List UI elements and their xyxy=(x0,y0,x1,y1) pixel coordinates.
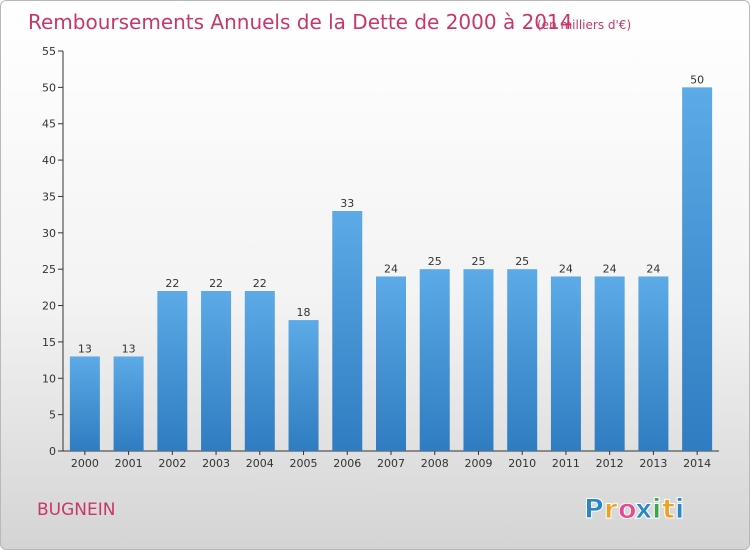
data-label-2006: 33 xyxy=(340,197,354,210)
x-tick-label-2000: 2000 xyxy=(71,457,99,470)
x-tick-label-2009: 2009 xyxy=(464,457,492,470)
bar-2008 xyxy=(419,269,450,451)
data-label-2002: 22 xyxy=(165,277,179,290)
x-tick-label-2004: 2004 xyxy=(246,457,274,470)
bar-2007 xyxy=(376,276,406,451)
y-tick-label: 20 xyxy=(42,300,56,313)
data-label-2014: 50 xyxy=(690,73,704,86)
data-label-2009: 25 xyxy=(471,255,485,268)
y-tick-label: 15 xyxy=(42,336,56,349)
chart-title: Remboursements Annuels de la Dette de 20… xyxy=(28,10,572,34)
data-label-2004: 22 xyxy=(253,277,267,290)
x-tick-label-2008: 2008 xyxy=(421,457,449,470)
bars: 13 13 22 22 22 18 33 24 25 25 25 24 24 24 50 xyxy=(69,73,713,451)
x-tick-label-2003: 2003 xyxy=(202,457,230,470)
x-tick-label-2011: 2011 xyxy=(552,457,580,470)
bar-2002 xyxy=(157,291,188,451)
logo-letter: o xyxy=(618,494,637,525)
x-tick-label-2006: 2006 xyxy=(333,457,361,470)
x-tick-label-2012: 2012 xyxy=(596,457,624,470)
y-tick-label: 5 xyxy=(49,409,56,422)
chart-subtitle: (en milliers d'€) xyxy=(537,18,631,32)
bar-2010 xyxy=(507,269,538,451)
data-label-2000: 13 xyxy=(78,342,92,355)
data-label-2001: 13 xyxy=(122,342,136,355)
y-tick-label: 25 xyxy=(42,263,56,276)
bar-2012 xyxy=(594,276,625,451)
y-tick-label: 0 xyxy=(49,445,56,458)
data-label-2011: 24 xyxy=(559,262,573,275)
bar-2006 xyxy=(332,211,363,451)
place-name: BUGNEIN xyxy=(37,500,115,520)
x-tick-label-2014: 2014 xyxy=(683,457,711,470)
bar-2005 xyxy=(288,320,319,451)
logo-letter: t xyxy=(662,494,675,525)
data-label-2003: 22 xyxy=(209,277,223,290)
data-label-2012: 24 xyxy=(603,262,617,275)
axes: 0 5 10 15 20 25 30 35 40 45 50 55 2000 2001 2002 2003 20… xyxy=(42,45,719,470)
x-tick-label-2005: 2005 xyxy=(290,457,318,470)
y-tick-label: 45 xyxy=(42,118,56,131)
x-tick-label-2013: 2013 xyxy=(639,457,667,470)
bar-2001 xyxy=(113,356,144,451)
y-tick-label: 10 xyxy=(42,372,56,385)
logo-letter: x xyxy=(635,494,652,525)
data-label-2013: 24 xyxy=(646,262,660,275)
x-tick-label-2010: 2010 xyxy=(508,457,536,470)
bar-2003 xyxy=(201,291,232,451)
logo-letter: i xyxy=(675,494,684,525)
y-tick-label: 40 xyxy=(42,154,56,167)
logo-letter: r xyxy=(604,494,618,525)
bar-2014 xyxy=(682,87,713,451)
logo-letter: i xyxy=(652,494,661,525)
bar-2004 xyxy=(244,291,275,451)
y-tick-label: 35 xyxy=(42,190,56,203)
bar-2000 xyxy=(69,356,100,451)
x-tick-label-2002: 2002 xyxy=(158,457,186,470)
data-label-2005: 18 xyxy=(297,306,311,319)
data-label-2007: 24 xyxy=(384,262,398,275)
y-tick-label: 55 xyxy=(42,45,56,58)
y-tick-label: 30 xyxy=(42,227,56,240)
x-tick-label-2007: 2007 xyxy=(377,457,405,470)
bar-2013 xyxy=(638,276,669,451)
bar-2009 xyxy=(463,269,494,451)
y-tick-label: 50 xyxy=(42,81,56,94)
data-label-2010: 25 xyxy=(515,255,529,268)
bar-2011 xyxy=(550,276,581,451)
logo-letter: P xyxy=(584,494,604,525)
data-label-2008: 25 xyxy=(428,255,442,268)
x-tick-label-2001: 2001 xyxy=(115,457,143,470)
